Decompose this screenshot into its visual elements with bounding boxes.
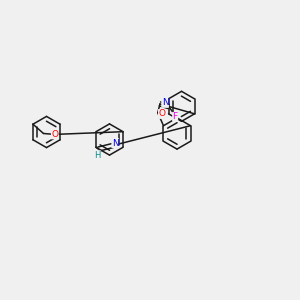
Text: H: H — [94, 151, 101, 160]
Text: F: F — [172, 112, 178, 121]
Text: O: O — [158, 110, 166, 118]
Text: N: N — [162, 98, 169, 107]
Text: N: N — [112, 139, 119, 148]
Text: O: O — [51, 130, 58, 139]
